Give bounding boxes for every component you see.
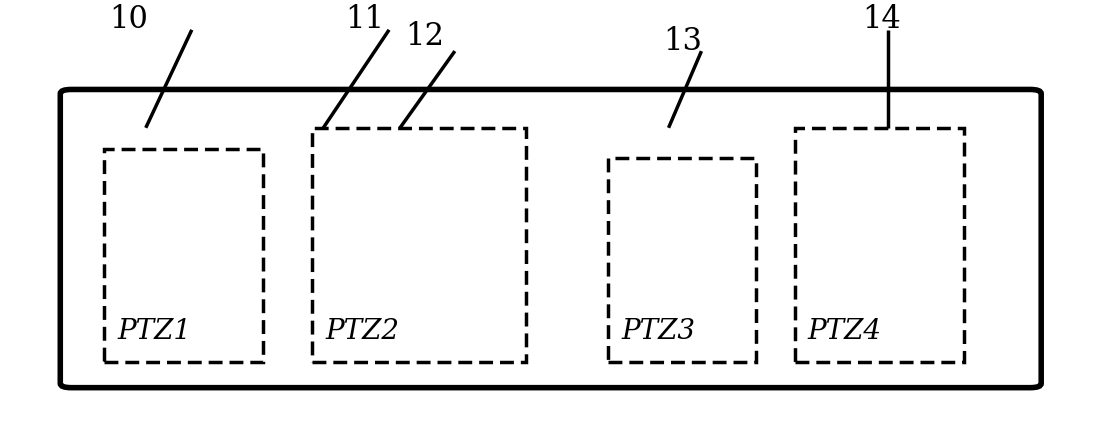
FancyBboxPatch shape (795, 128, 964, 362)
Text: 14: 14 (863, 4, 901, 35)
Text: 11: 11 (345, 4, 385, 35)
FancyBboxPatch shape (60, 89, 1041, 388)
Text: 10: 10 (110, 4, 148, 35)
Text: PTZ2: PTZ2 (326, 318, 400, 345)
FancyBboxPatch shape (608, 158, 756, 362)
Text: PTZ4: PTZ4 (808, 318, 882, 345)
Text: PTZ1: PTZ1 (117, 318, 192, 345)
Text: PTZ3: PTZ3 (621, 318, 696, 345)
FancyBboxPatch shape (312, 128, 526, 362)
FancyBboxPatch shape (104, 149, 263, 362)
Text: 13: 13 (663, 26, 703, 57)
Text: 12: 12 (406, 21, 445, 52)
